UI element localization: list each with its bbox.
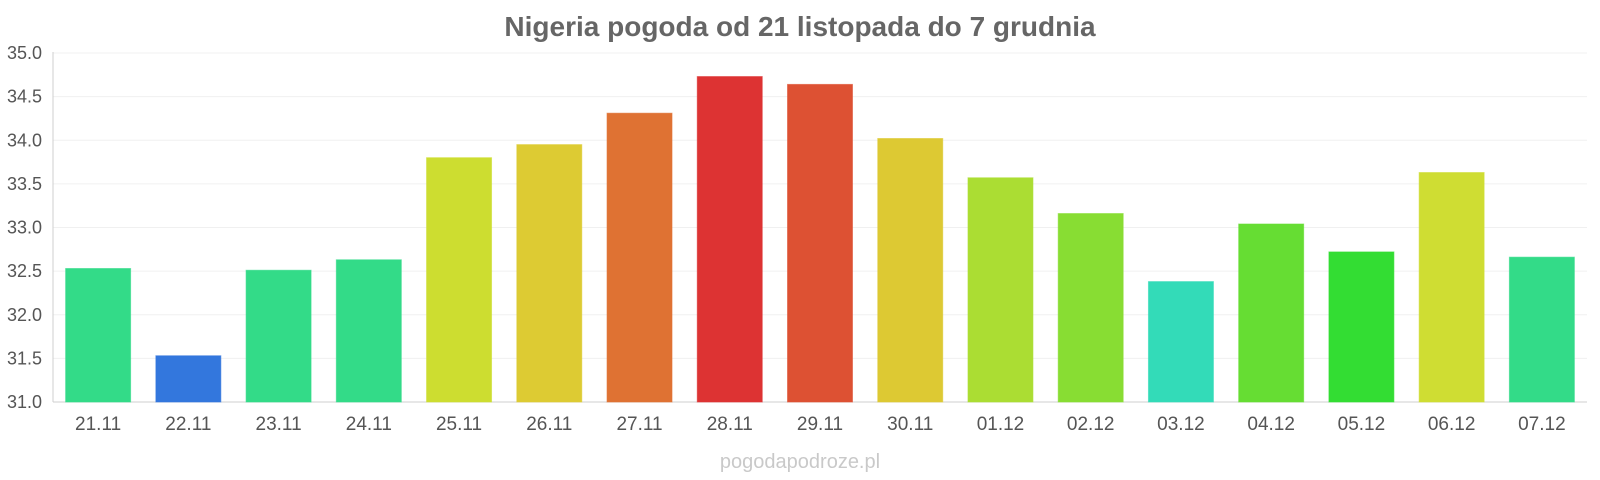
bar-26.11: [516, 144, 583, 403]
chart-title: Nigeria pogoda od 21 listopada do 7 grud…: [504, 11, 1096, 42]
x-tick-label: 26.11: [526, 414, 572, 435]
y-tick-label: 33.5: [7, 174, 42, 194]
y-tick-label: 35.0: [7, 43, 42, 63]
bar-21.11: [65, 268, 132, 403]
bar-02.12: [1057, 213, 1124, 403]
y-tick-label: 32.5: [7, 261, 42, 281]
bar-23.11: [245, 269, 312, 403]
bar-05.12: [1328, 251, 1395, 403]
x-tick-label: 07.12: [1518, 414, 1566, 435]
x-tick-label: 25.11: [436, 414, 482, 435]
bar-06.12: [1418, 172, 1485, 403]
bar-30.11: [877, 138, 944, 403]
x-tick-label: 06.12: [1428, 414, 1476, 435]
source-credit: pogodapodroze.pl: [720, 451, 880, 473]
bar-04.12: [1238, 223, 1305, 403]
bars: [65, 76, 1575, 403]
bar-29.11: [787, 83, 853, 403]
x-tick-label: 29.11: [797, 414, 843, 435]
y-axis-ticks: 31.0 31.5 32.0 32.5 33.0 33.5 34.0 34.5 35.0: [7, 43, 42, 412]
bar-03.12: [1147, 281, 1214, 403]
bar-24.11: [335, 259, 402, 403]
x-tick-label: 30.11: [887, 414, 933, 435]
bar-27.11: [606, 112, 673, 403]
x-tick-label: 22.11: [165, 414, 211, 435]
bar-01.12: [967, 177, 1034, 403]
x-tick-label: 01.12: [977, 414, 1025, 435]
x-tick-label: 02.12: [1067, 414, 1115, 435]
y-tick-label: 33.0: [7, 218, 42, 238]
x-tick-label: 28.11: [707, 414, 753, 435]
y-tick-label: 31.5: [7, 348, 42, 368]
bar-28.11: [696, 76, 763, 403]
x-axis-ticks: 21.11 22.11 23.11 24.11 25.11 26.11 27.11 28.11…: [75, 414, 1566, 435]
y-tick-label: 31.0: [7, 392, 42, 412]
bar-25.11: [426, 157, 493, 403]
x-tick-label: 03.12: [1157, 414, 1205, 435]
x-tick-label: 24.11: [346, 414, 392, 435]
y-tick-label: 32.0: [7, 305, 42, 325]
x-tick-label: 21.11: [75, 414, 121, 435]
x-tick-label: 23.11: [256, 414, 302, 435]
bar-07.12: [1508, 256, 1575, 403]
x-tick-label: 04.12: [1247, 414, 1295, 435]
y-tick-label: 34.0: [7, 130, 42, 150]
y-tick-label: 34.5: [7, 87, 42, 107]
bar-22.11: [155, 355, 222, 403]
x-tick-label: 27.11: [616, 414, 662, 435]
x-tick-label: 05.12: [1338, 414, 1386, 435]
